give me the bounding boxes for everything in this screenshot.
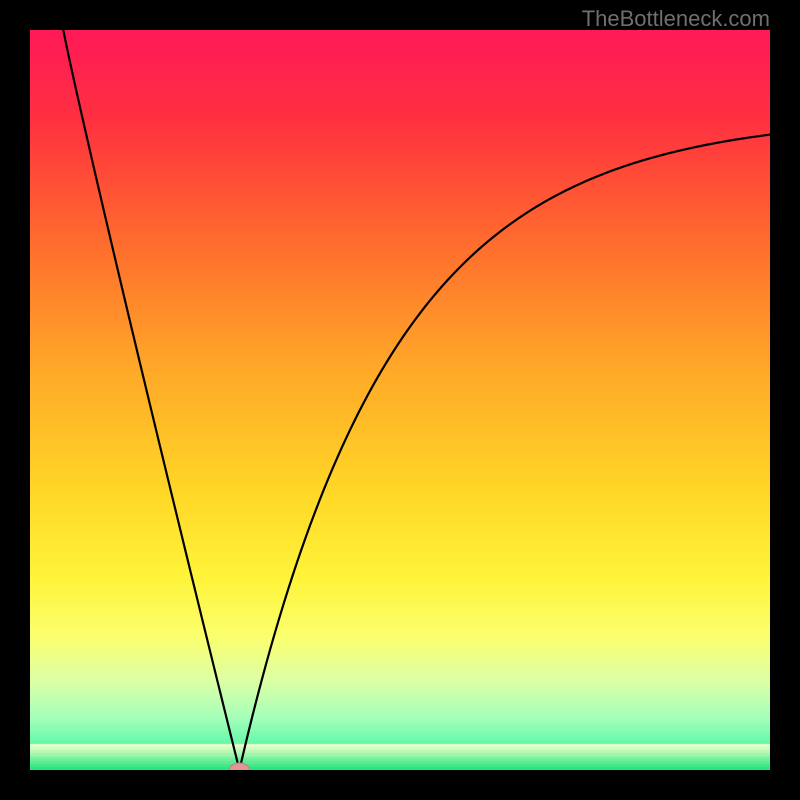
- watermark-label: TheBottleneck.com: [582, 6, 770, 32]
- chart-stage: TheBottleneck.com: [0, 0, 800, 800]
- plot-area: [30, 30, 770, 770]
- gradient-background: [30, 30, 770, 770]
